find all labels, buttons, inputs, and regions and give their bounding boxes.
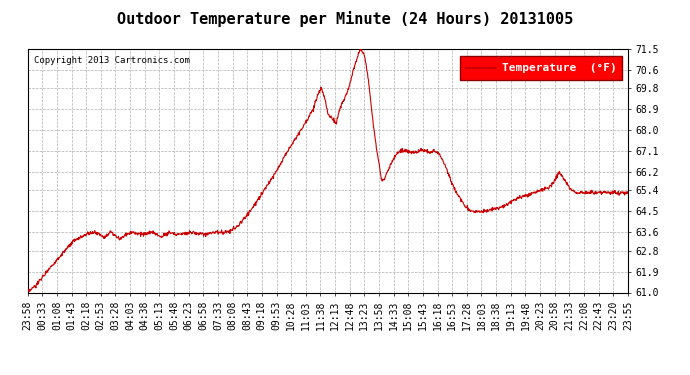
Text: Copyright 2013 Cartronics.com: Copyright 2013 Cartronics.com xyxy=(34,56,190,65)
Text: Outdoor Temperature per Minute (24 Hours) 20131005: Outdoor Temperature per Minute (24 Hours… xyxy=(117,11,573,27)
Text: Temperature  (°F): Temperature (°F) xyxy=(502,63,617,73)
FancyBboxPatch shape xyxy=(460,56,622,81)
